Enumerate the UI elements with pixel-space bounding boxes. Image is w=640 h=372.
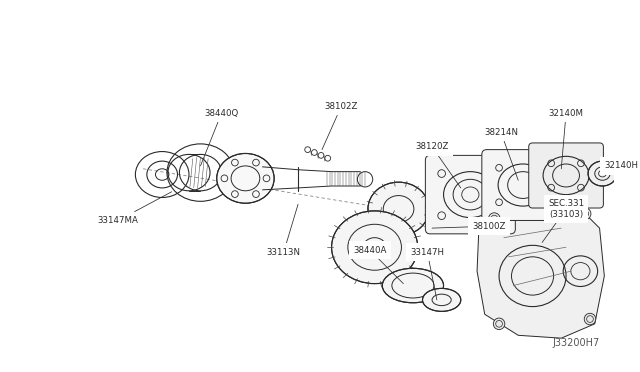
Circle shape: [488, 213, 500, 224]
FancyBboxPatch shape: [482, 150, 564, 221]
Text: 32140M: 32140M: [548, 109, 584, 169]
Circle shape: [584, 313, 596, 325]
Circle shape: [493, 318, 505, 330]
Text: 38102Z: 38102Z: [322, 102, 358, 150]
Text: SEC.331
(33103): SEC.331 (33103): [542, 199, 584, 243]
Ellipse shape: [382, 268, 444, 303]
FancyBboxPatch shape: [426, 155, 515, 234]
Text: 38440Q: 38440Q: [200, 109, 239, 166]
Text: 38440A: 38440A: [353, 246, 403, 283]
Text: 38214N: 38214N: [484, 128, 518, 180]
Ellipse shape: [588, 161, 617, 186]
Polygon shape: [477, 195, 604, 338]
Ellipse shape: [368, 182, 429, 236]
FancyBboxPatch shape: [529, 143, 604, 208]
Ellipse shape: [217, 154, 274, 203]
Text: 33147MA: 33147MA: [98, 192, 172, 225]
Text: 32140H: 32140H: [604, 161, 638, 171]
Circle shape: [579, 208, 591, 219]
Text: 33113N: 33113N: [267, 204, 301, 257]
Text: 38120Z: 38120Z: [415, 142, 461, 188]
Text: J33200H7: J33200H7: [552, 338, 600, 348]
Ellipse shape: [422, 288, 461, 311]
Text: 33147H: 33147H: [410, 247, 444, 300]
Ellipse shape: [332, 211, 418, 283]
Text: 38100Z: 38100Z: [432, 222, 506, 231]
